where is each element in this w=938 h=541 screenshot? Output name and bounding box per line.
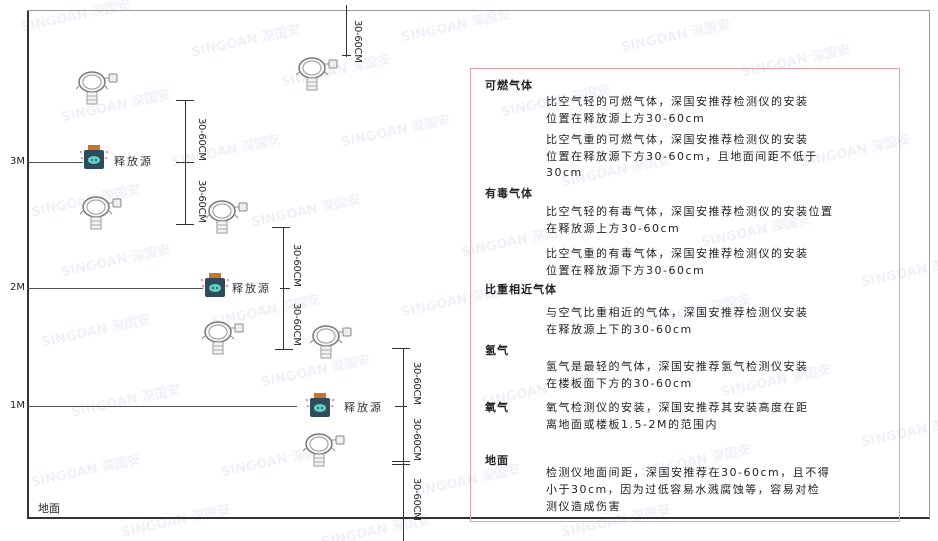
guideline-text: 在释放源上下的30-60cm [546,323,693,336]
dimension-label: 30-60CM [291,244,302,287]
dimension-tick [176,224,194,225]
guideline-text: 测仪造成伤害 [546,500,621,513]
watermark: SINGOAN 深国安 [40,312,152,351]
section-heading: 地面 [485,454,509,467]
guideline-text: 位置在释放源下方30-60cm [546,264,706,277]
dimension-tick [272,227,290,228]
level-2m-line [27,288,203,289]
watermark: SINGOAN 深国安 [120,502,232,541]
dimension-label: 30-60CM [196,118,207,161]
level-1m-label: 1M [10,400,25,411]
watermark: SINGOAN 深国安 [70,382,182,421]
section-heading: 可燃气体 [485,79,533,92]
release-source-label: 释放源 [344,401,383,414]
guideline-text: 位置在释放源下方30-60cm，且地面间距不低于 [546,150,818,163]
dimension-tick [176,162,194,163]
guideline-text: 位置在释放源上方30-60cm [546,112,706,125]
gas-detector-icon [205,199,250,235]
level-1m-line [27,406,297,407]
watermark: SINGOAN 深国安 [190,22,302,61]
section-heading: 有毒气体 [485,187,533,200]
section-heading: 比重相近气体 [485,283,557,296]
watermark: SINGOAN 深国安 [620,17,732,56]
section-heading: 氧气 [485,401,509,414]
dimension-tick [342,55,351,56]
watermark: SINGOAN 深国安 [170,132,282,171]
guideline-text: 比空气轻的有毒气体，深国安推荐检测仪的安装位置 [546,205,834,218]
watermark: SINGOAN 深国安 [250,192,362,231]
section-heading: 氢气 [485,344,509,357]
level-2m-label: 2M [10,282,25,293]
wall-right [929,10,930,518]
guideline-text: 检测仪地面间距，深国安推荐在30-60cm，且不得 [546,466,831,479]
gas-detector-icon [302,432,347,468]
ground-label: 地面 [38,502,60,515]
wall-left [27,10,29,518]
dimension-line [346,5,347,57]
gas-detector-icon [79,195,124,231]
dimension-tick [395,406,407,407]
gas-detector-icon [295,56,340,92]
guideline-text: 30cm [546,166,583,179]
guideline-text: 氢气是最轻的气体，深国安推荐氢气检测仪安装 [546,360,809,373]
dimension-tick [392,464,410,465]
guideline-text: 在楼板面下方的30-60cm [546,377,693,390]
watermark: SINGOAN 深国安 [20,0,132,36]
release-source-icon [79,144,109,170]
guideline-text: 比空气重的有毒气体，深国安推荐检测仪的安装 [546,247,809,260]
installation-guidelines-panel: 可燃气体 比空气轻的可燃气体，深国安推荐检测仪的安装 位置在释放源上方30-60cm… [470,68,900,522]
guideline-text: 比空气轻的可燃气体，深国安推荐检测仪的安装 [546,95,809,108]
guideline-text: 与空气比重相近的气体，深国安推荐检测仪安装 [546,306,809,319]
dimension-label: 30-60CM [352,20,363,63]
dimension-label: 30-60CM [291,303,302,346]
guideline-text: 比空气重的可燃气体，深国安推荐检测仪的安装 [546,133,809,146]
ground-line [27,517,930,519]
ceiling-line [27,10,930,11]
watermark: SINGOAN 深国安 [30,452,142,491]
release-source-label: 释放源 [232,282,271,295]
guideline-text: 小于30cm，因为过低容易水溅腐蚀等，容易对检 [546,483,821,496]
dimension-line [403,348,404,541]
level-3m-label: 3M [10,156,25,167]
gas-detector-icon [201,320,246,356]
dimension-tick [392,461,410,462]
level-3m-line [27,162,83,163]
dimension-label: 30-60CM [411,362,422,405]
release-source-icon [200,272,230,298]
dimension-tick [275,349,293,350]
dimension-tick [392,348,410,349]
dimension-label: 30-60CM [411,478,422,521]
gas-detector-icon [309,324,354,360]
dimension-tick [280,288,290,289]
release-source-label: 释放源 [114,155,153,168]
guideline-text: 氧气检测仪的安装，深国安推荐其安装高度在距 [546,401,809,414]
watermark: SINGOAN 深国安 [60,242,172,281]
watermark: SINGOAN 深国安 [340,112,452,151]
dimension-tick [176,100,194,101]
guideline-text: 在释放源上方30-60cm [546,222,681,235]
release-source-icon [305,392,335,418]
gas-detector-icon [75,70,120,106]
guideline-text: 离地面或楼板1.5-2M的范围内 [546,418,718,431]
dimension-label: 30-60CM [411,418,422,461]
